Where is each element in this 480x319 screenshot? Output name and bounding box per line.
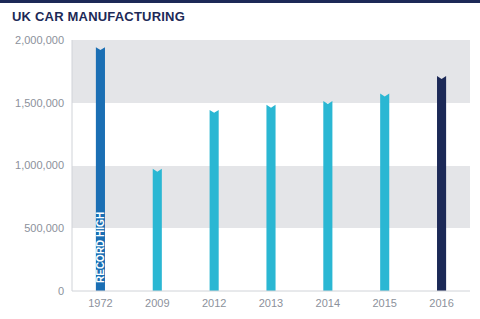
svg-text:1,500,000: 1,500,000 xyxy=(15,97,64,109)
html-text:UK CAR MANUFACTURING: UK CAR MANUFACTURING xyxy=(12,9,185,24)
svg-text:1972: 1972 xyxy=(88,297,112,309)
svg-text:2,000,000: 2,000,000 xyxy=(15,34,64,46)
svg-text:RECORD HIGH: RECORD HIGH xyxy=(95,212,106,283)
svg-text:500,000: 500,000 xyxy=(24,222,64,234)
svg-text:2012: 2012 xyxy=(202,297,226,309)
svg-text:2015: 2015 xyxy=(372,297,396,309)
svg-text:1,000,000: 1,000,000 xyxy=(15,159,64,171)
svg-text:2009: 2009 xyxy=(145,297,169,309)
svg-text:2014: 2014 xyxy=(316,297,340,309)
svg-text:2013: 2013 xyxy=(259,297,283,309)
svg-text:0: 0 xyxy=(58,285,64,297)
svg-text:2016: 2016 xyxy=(429,297,453,309)
